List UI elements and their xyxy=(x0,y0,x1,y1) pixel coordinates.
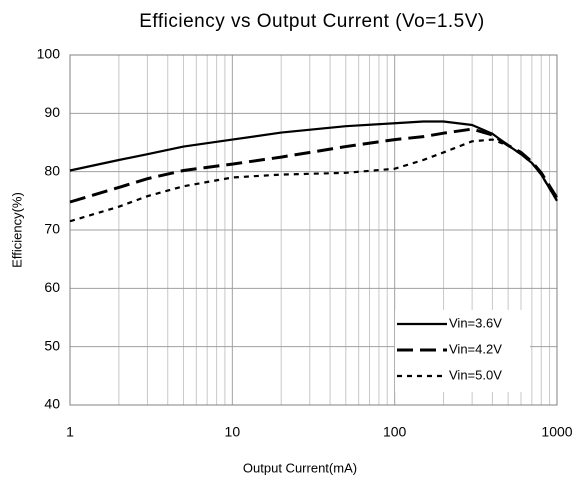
series-line xyxy=(69,127,559,204)
x-tick-label: 1 xyxy=(66,424,74,440)
legend-label: Vin=5.0V xyxy=(449,367,502,382)
series-line xyxy=(69,138,558,223)
chart-title: Efficiency vs Output Current (Vo=1.5V) xyxy=(139,11,485,32)
y-tick-label: 50 xyxy=(44,337,60,353)
y-tick-label: 100 xyxy=(37,46,61,62)
y-tick-label: 70 xyxy=(44,221,60,237)
x-tick-label: 100 xyxy=(383,424,407,440)
y-axis-label: Efficiency(%) xyxy=(9,192,24,268)
y-tick-label: 40 xyxy=(44,396,60,412)
y-tick-label: 60 xyxy=(44,279,60,295)
x-tick-label: 10 xyxy=(225,424,241,440)
x-tick-label: 1000 xyxy=(541,424,572,440)
plot-frame xyxy=(69,54,558,406)
legend-label: Vin=4.2V xyxy=(449,341,502,356)
legend-label: Vin=3.6V xyxy=(449,315,502,330)
y-tick-label: 90 xyxy=(44,104,60,120)
y-tick-label: 80 xyxy=(44,162,60,178)
x-axis-label: Output Current(mA) xyxy=(243,460,357,475)
